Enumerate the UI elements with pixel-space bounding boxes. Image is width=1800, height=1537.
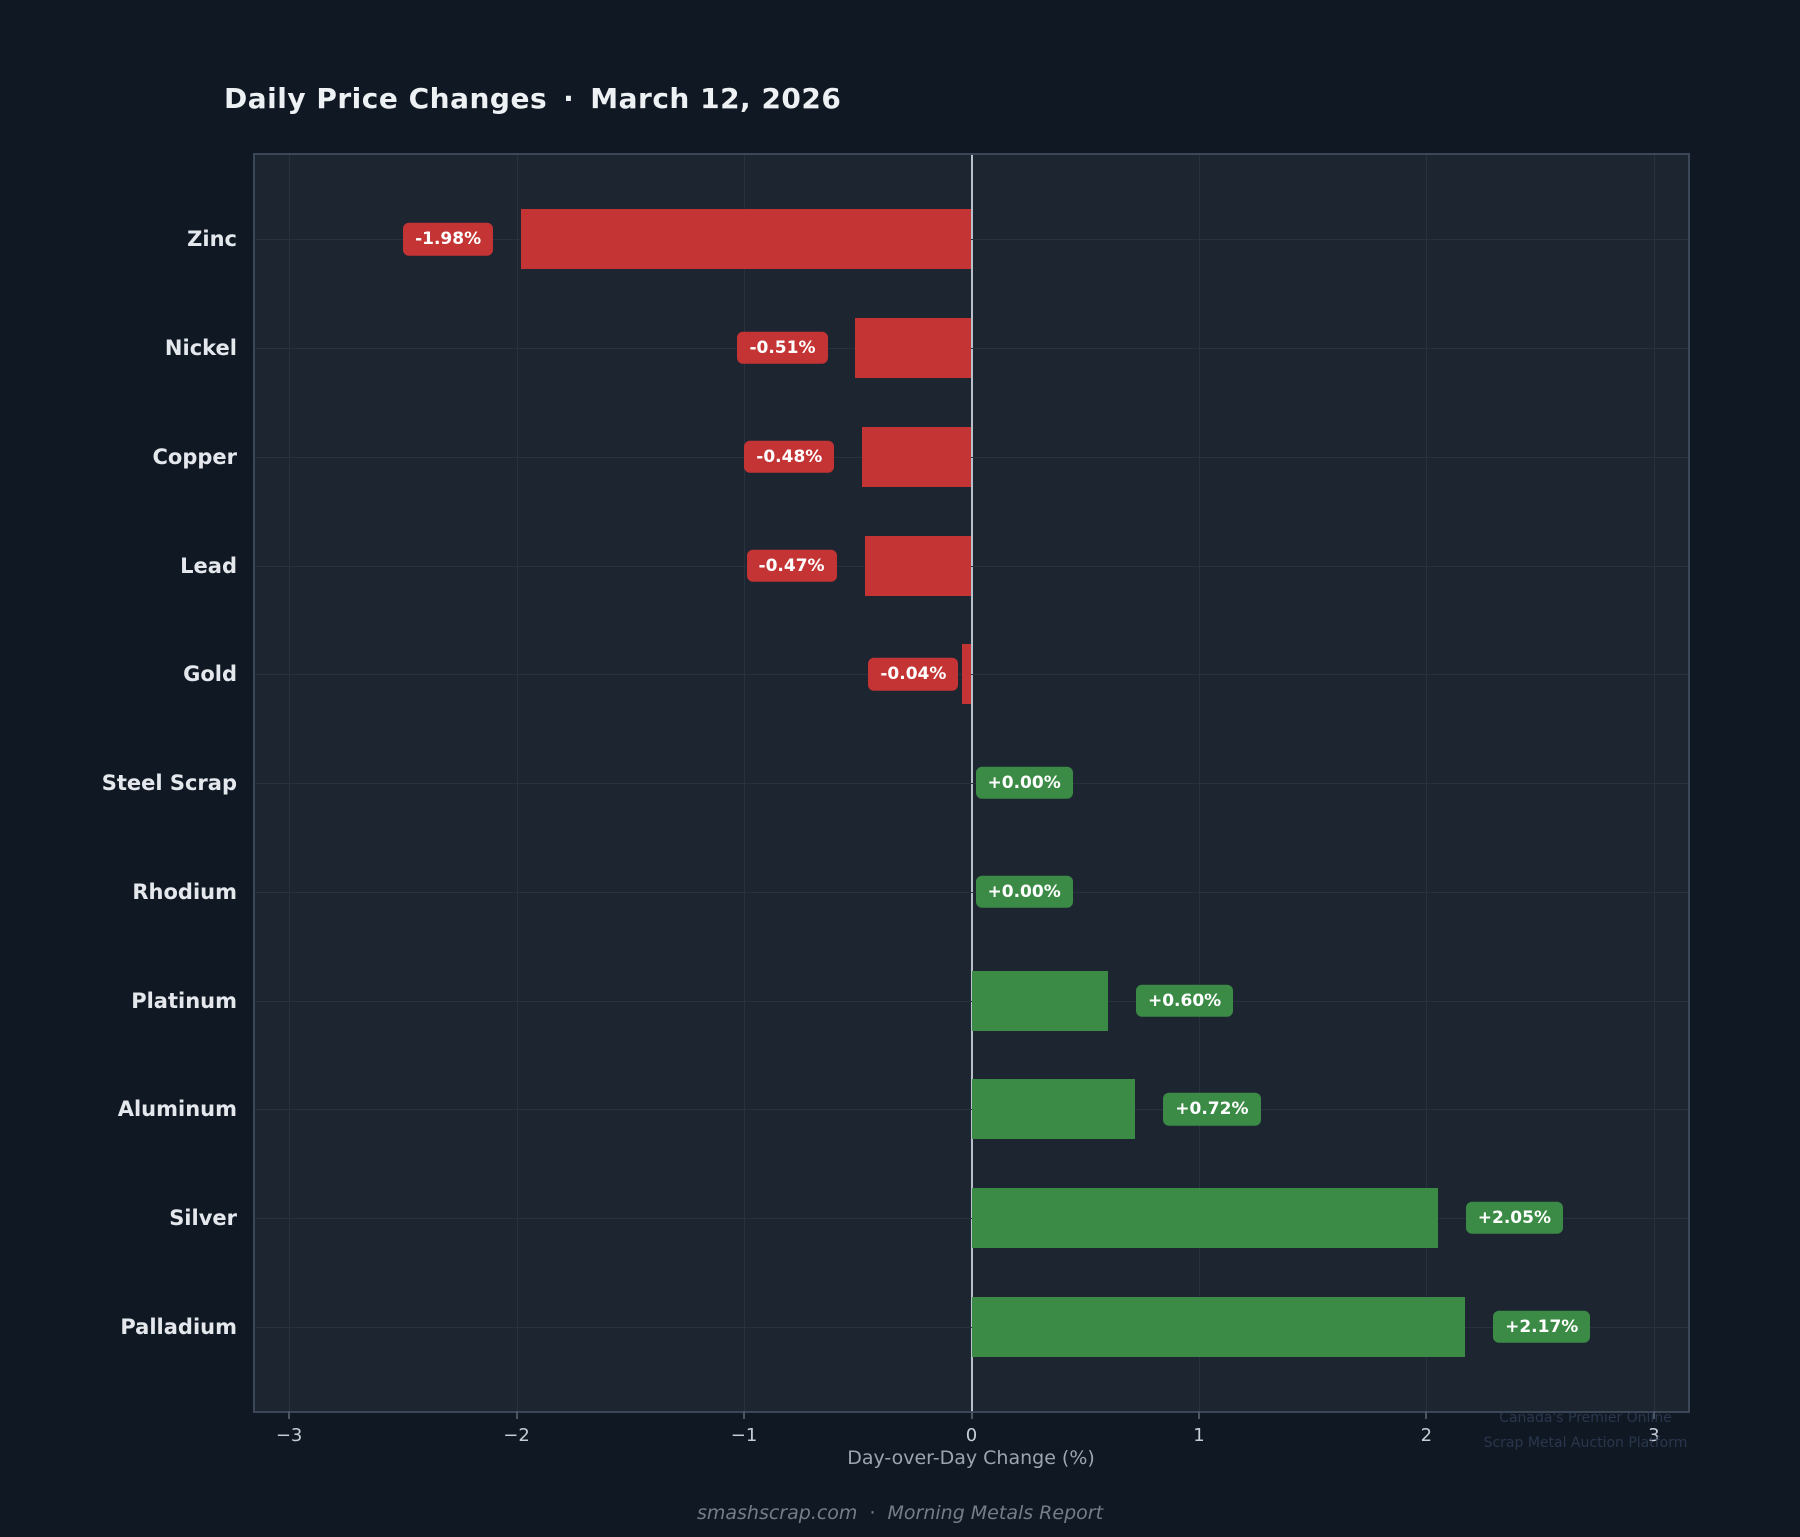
x-tick-mark <box>1652 1411 1655 1419</box>
x-tick-mark <box>515 1411 518 1419</box>
footer: smashscrap.com · Morning Metals Report <box>697 1502 1103 1524</box>
gridline-horizontal <box>255 674 1688 676</box>
watermark-line1: Canada's Premier Online <box>1499 1410 1672 1426</box>
gridline-vertical <box>1198 155 1200 1411</box>
value-badge: -0.04% <box>868 658 959 691</box>
chart-row: Rhodium +0.00% <box>132 837 1688 946</box>
chart-row: Lead -0.47% <box>180 511 1688 620</box>
chart-row: Aluminum +0.72% <box>118 1055 1688 1164</box>
value-badge: +0.00% <box>975 766 1073 800</box>
gridline-vertical <box>516 155 518 1411</box>
gridline-vertical <box>289 155 291 1411</box>
plot-area: −3 −2 −1 0 1 2 3 Zinc -1.98% Nickel -0.51% Copper -0… <box>102 153 1690 1446</box>
chart-row: Copper -0.48% <box>152 402 1688 511</box>
x-tick-label: 2 <box>1420 1425 1433 1446</box>
x-tick-mark <box>743 1411 746 1419</box>
chart-row: Nickel -0.51% <box>165 294 1688 403</box>
x-axis-title: Day-over-Day Change (%) <box>847 1447 1095 1469</box>
footer-report: Morning Metals Report <box>887 1502 1104 1524</box>
bar-negative <box>521 209 972 270</box>
chart-row: Gold -0.04% <box>183 620 1688 729</box>
value-badge: -0.47% <box>746 549 837 582</box>
chart-rows: Zinc -1.98% Nickel -0.51% Copper -0.48% Lead -0… <box>102 185 1688 1381</box>
gridline-vertical <box>744 155 746 1411</box>
value-badge: +0.60% <box>1135 984 1234 1017</box>
category-label: Gold <box>183 662 237 687</box>
bar-negative <box>864 535 972 596</box>
category-label: Silver <box>169 1205 237 1230</box>
value-badge: -1.98% <box>403 223 494 256</box>
gridline-horizontal <box>255 891 1688 893</box>
zero-line <box>970 155 973 1411</box>
chart-row: Silver +2.05% <box>169 1164 1688 1273</box>
value-badge: +2.17% <box>1493 1310 1591 1343</box>
chart-title-text: Daily Price Changes <box>224 82 548 115</box>
bar-positive <box>971 1187 1438 1248</box>
chart-title: Daily Price Changes · March 12, 2026 <box>224 82 841 115</box>
chart-row: Zinc -1.98% <box>187 185 1688 294</box>
bar-negative <box>962 644 972 705</box>
category-label: Lead <box>180 553 237 578</box>
category-label: Aluminum <box>117 1097 237 1122</box>
watermark-line2: Scrap Metal Auction Platform <box>1483 1435 1688 1451</box>
value-badge: -0.48% <box>744 440 835 474</box>
gridline-vertical <box>1426 155 1428 1411</box>
bar-negative <box>862 426 972 487</box>
value-badge: +2.05% <box>1465 1201 1564 1235</box>
category-label: Zinc <box>187 227 237 252</box>
gridline-horizontal <box>255 783 1688 785</box>
category-label: Nickel <box>164 336 237 361</box>
chart-row: Platinum +0.60% <box>131 946 1688 1055</box>
category-label: Steel Scrap <box>101 771 237 796</box>
x-tick-label: −2 <box>503 1425 530 1446</box>
x-tick-label: −3 <box>275 1425 303 1446</box>
gridline-horizontal <box>255 348 1688 350</box>
category-label: Copper <box>152 444 237 469</box>
x-tick-mark <box>1197 1411 1200 1419</box>
gridline-vertical <box>1653 155 1655 1411</box>
title-separator: · <box>563 82 575 115</box>
x-tick-label: 1 <box>1193 1425 1205 1446</box>
watermark: Canada's Premier Online Scrap Metal Auct… <box>1468 1406 1703 1456</box>
bar-negative <box>855 318 972 379</box>
x-tick-mark <box>1425 1411 1428 1419</box>
footer-site: smashscrap.com <box>696 1502 858 1524</box>
x-tick-mark <box>970 1411 973 1419</box>
value-badge: +0.72% <box>1163 1093 1261 1126</box>
chart-row: Steel Scrap +0.00% <box>102 729 1688 838</box>
x-tick-mark <box>288 1411 291 1419</box>
category-label: Platinum <box>131 988 237 1013</box>
chart-title-date: March 12, 2026 <box>590 82 842 115</box>
value-badge: -0.51% <box>737 331 828 365</box>
gridline-horizontal <box>255 239 1688 241</box>
footer-separator: · <box>869 1502 876 1524</box>
chart-row: Palladium +2.17% <box>120 1272 1688 1381</box>
x-tick-label: −1 <box>730 1425 758 1446</box>
bar-positive <box>971 970 1108 1031</box>
gridline-horizontal <box>255 456 1688 458</box>
gridline-horizontal <box>255 565 1688 567</box>
category-label: Palladium <box>120 1314 237 1339</box>
category-label: Rhodium <box>132 879 237 904</box>
bar-positive <box>971 1296 1466 1357</box>
value-badge: +0.00% <box>975 875 1073 908</box>
bar-positive <box>971 1079 1136 1140</box>
x-tick-label: 3 <box>1648 1425 1660 1446</box>
x-tick-label: 0 <box>965 1425 978 1446</box>
